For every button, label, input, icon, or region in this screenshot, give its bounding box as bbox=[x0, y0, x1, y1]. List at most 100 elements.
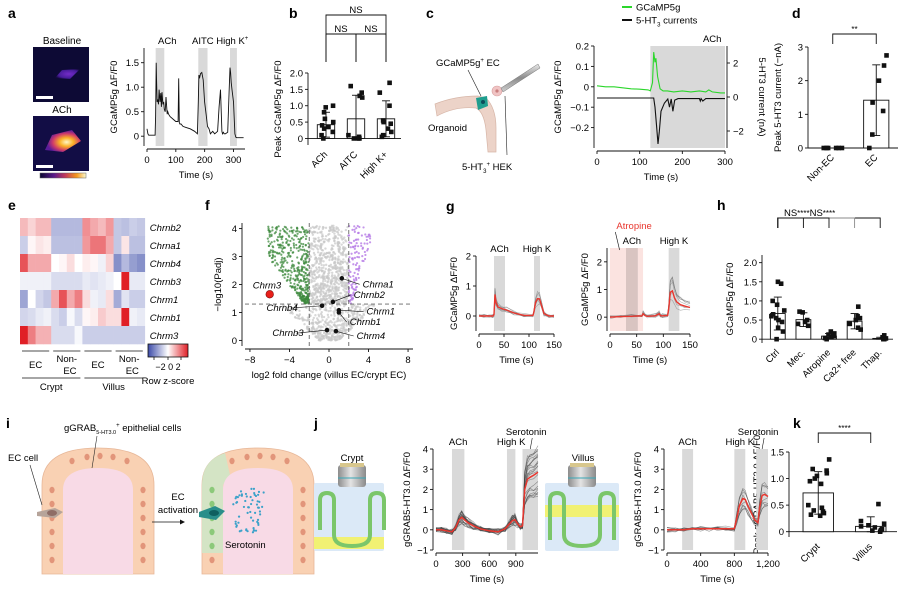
gene-point bbox=[307, 325, 310, 329]
gene-point bbox=[322, 253, 326, 257]
serotonin-dot bbox=[253, 511, 257, 514]
gene-point bbox=[319, 252, 322, 255]
gene-point bbox=[307, 318, 310, 321]
label-leader-line bbox=[296, 329, 328, 334]
gene-point-down bbox=[268, 233, 271, 236]
gene-point bbox=[329, 306, 332, 310]
gene-point bbox=[336, 237, 340, 240]
gene-point-down bbox=[306, 250, 309, 254]
gene-point bbox=[319, 312, 323, 316]
gene-point bbox=[298, 309, 301, 313]
ach-cell bbox=[45, 130, 81, 152]
gene-point bbox=[356, 305, 360, 308]
gene-point bbox=[328, 327, 331, 330]
cell-nucleus bbox=[84, 453, 90, 461]
x-axis-label: Time (s) bbox=[499, 355, 533, 366]
gene-point bbox=[285, 308, 289, 311]
ec-cell-nucleus bbox=[209, 510, 219, 516]
gene-point-down bbox=[269, 251, 272, 254]
gene-point bbox=[319, 231, 323, 234]
heatmap-cell bbox=[27, 218, 36, 237]
significance-bracket bbox=[325, 33, 357, 62]
gene-point bbox=[339, 327, 343, 330]
gene-point bbox=[309, 294, 312, 297]
gene-point bbox=[327, 296, 331, 300]
gene-point bbox=[318, 239, 321, 243]
group-label-nonec: Non- bbox=[119, 354, 140, 365]
gene-point bbox=[344, 301, 347, 304]
gene-point bbox=[343, 290, 347, 293]
gene-point bbox=[331, 334, 334, 338]
gene-point bbox=[337, 249, 341, 253]
legend-black-label: 5-HT3 currents bbox=[636, 16, 698, 29]
heatmap-cell bbox=[113, 236, 122, 255]
gene-point bbox=[316, 251, 320, 254]
y-axis-label: Peak GCaMP5g ΔF/F0 bbox=[273, 60, 284, 157]
gene-point-down bbox=[307, 286, 310, 289]
gene-point bbox=[317, 236, 320, 239]
cell-nucleus bbox=[257, 452, 263, 460]
data-point bbox=[351, 136, 357, 141]
cell-nucleus bbox=[209, 500, 215, 508]
gene-point-down bbox=[289, 278, 292, 281]
data-point bbox=[805, 323, 811, 329]
data-point bbox=[321, 136, 326, 141]
gene-point bbox=[327, 267, 331, 271]
heatmap-cell bbox=[27, 290, 36, 309]
gene-point bbox=[327, 288, 330, 291]
gene-point-down bbox=[290, 229, 293, 232]
category-label: ACh bbox=[309, 149, 330, 170]
chart-g-trace-atropine: 0 1 2 0 50 100 150 Time (s) GCaMP5g ΔF/F0 Atropin… bbox=[580, 221, 698, 366]
hek-label: 5-HT3+ HEK bbox=[462, 162, 513, 175]
serotonin-dot bbox=[244, 499, 247, 503]
y2-tick-label: 2 bbox=[733, 59, 738, 70]
gene-point bbox=[314, 307, 317, 311]
stimulus-label-serotonin: Serotonin bbox=[506, 427, 547, 438]
colorbar-tick-labels: −2 0 2 bbox=[155, 362, 180, 372]
gene-point bbox=[325, 251, 329, 255]
gene-point-up bbox=[361, 247, 364, 250]
baseline-label: Baseline bbox=[43, 36, 82, 47]
heatmap-cell bbox=[74, 326, 83, 345]
serotonin-dot bbox=[251, 519, 255, 522]
data-point bbox=[814, 473, 820, 479]
gene-point-up bbox=[351, 228, 354, 231]
data-point bbox=[853, 317, 859, 323]
heatmap-cell bbox=[137, 236, 146, 255]
cell-nucleus bbox=[300, 500, 306, 508]
gene-point bbox=[349, 328, 352, 331]
significance-label: ** bbox=[851, 25, 857, 34]
gene-point bbox=[343, 272, 346, 275]
gene-point bbox=[320, 248, 324, 252]
serotonin-dot bbox=[256, 500, 259, 503]
gene-point-down bbox=[304, 272, 307, 275]
significance-bracket bbox=[832, 33, 877, 44]
gene-point bbox=[322, 264, 326, 267]
gene-point-down bbox=[292, 277, 295, 280]
data-point bbox=[780, 329, 786, 334]
gene-point bbox=[339, 263, 343, 266]
gene-point bbox=[321, 284, 325, 287]
gene-point-up bbox=[355, 262, 359, 265]
y-tick-label: 3 bbox=[232, 252, 237, 263]
heatmap-cell bbox=[137, 308, 146, 327]
gene-point-down bbox=[301, 245, 304, 248]
gene-point bbox=[318, 308, 322, 311]
category-label: Non-EC bbox=[805, 152, 837, 184]
gene-point bbox=[303, 323, 306, 326]
heatmap-cell bbox=[74, 308, 83, 327]
gene-point bbox=[335, 293, 338, 296]
serotonin-dot bbox=[254, 529, 258, 532]
gene-point bbox=[312, 270, 315, 274]
y-tick-label: 1.0 bbox=[290, 101, 303, 112]
data-point bbox=[781, 308, 787, 313]
y-tick-label: 2 bbox=[466, 252, 471, 263]
significance-bracket bbox=[777, 217, 856, 228]
gene-point-down bbox=[299, 295, 302, 298]
gene-point-down bbox=[281, 244, 284, 247]
heatmap-cell bbox=[113, 254, 122, 273]
x-axis-label: Time (s) bbox=[179, 170, 213, 181]
arrow-label-top: EC bbox=[171, 492, 184, 503]
gene-point-down bbox=[273, 240, 276, 243]
y-tick-label: 2 bbox=[597, 257, 602, 268]
